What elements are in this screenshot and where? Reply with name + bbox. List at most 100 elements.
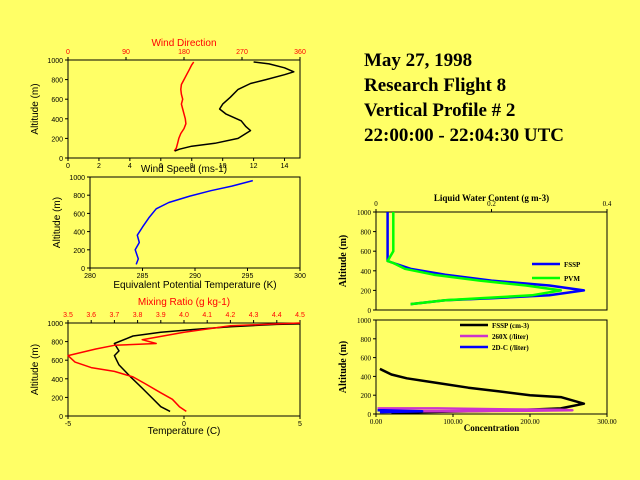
theta-ytick-label: 400 (73, 230, 85, 237)
temp_mr-xtick-label: -5 (65, 421, 71, 428)
wind-top-xtick-label: 0 (66, 49, 70, 56)
theta-ytick-label: 600 (73, 211, 85, 218)
temp_mr-top-xtick-label: 3.7 (110, 312, 120, 319)
temp_mr-top-xtick-label: 3.5 (63, 312, 73, 319)
theta-panel: 0 200 400 600 800 1000 Altitude (m) 280 285 290 29… (52, 175, 306, 291)
wind-series-wind-direction (173, 61, 195, 152)
conc-ylabel: Altitude (m) (338, 341, 349, 394)
temp_mr-top-xtick-label: 3.9 (156, 312, 166, 319)
wind-ytick-label: 0 (59, 156, 63, 163)
lwc-ytick-label: 400 (361, 268, 372, 276)
lwc-top-xtick-label: 0 (374, 200, 378, 208)
temp_mr-top-xtick-label: 3.8 (133, 312, 143, 319)
wind-top-xtick-label: 360 (294, 49, 306, 56)
wind-xlabel: Wind Speed (ms-1) (141, 164, 227, 175)
theta-xtick-label: 300 (294, 273, 306, 280)
profile-name: Vertical Profile # 2 (364, 100, 516, 121)
conc-ytick-label: 1000 (357, 317, 372, 325)
temp_mr-ytick-label: 800 (51, 340, 63, 347)
wind-series-wind-speed (174, 61, 295, 152)
theta-series-equivalent-potential-temperature (134, 179, 253, 265)
temp_mr-ytick-label: 600 (51, 358, 63, 365)
wind-xtick-label: 0 (66, 163, 70, 170)
lwc-ytick-label: 800 (361, 229, 372, 237)
lwc-top-xtick-label: 0.4 (603, 200, 612, 208)
wind-ytick-label: 200 (51, 136, 63, 143)
conc-ytick-label: 400 (361, 373, 372, 381)
temp_mr-ytick-label: 200 (51, 395, 63, 402)
wind-panel: 0 200 400 600 800 1000 Altitude (m) 0 2 4 6 8 10 12 14… (30, 38, 306, 175)
lwc-ylabel: Altitude (m) (338, 235, 349, 288)
lwc-panel: 0 200 400 600 800 1000 Altitude (m) 0 0.2 0.4 Liqu… (338, 193, 612, 315)
wind-axes-frame (67, 59, 301, 159)
wind-ytick-label: 600 (51, 97, 63, 104)
temp_mr-xtick-label: 0 (182, 421, 186, 428)
wind-title: Wind Direction (151, 38, 216, 49)
conc-xlabel: Concentration (464, 423, 520, 433)
theta-ytick-label: 800 (73, 193, 85, 200)
conc-series-fssp-cm-3- (379, 367, 586, 415)
conc-ytick-label: 0 (368, 411, 372, 419)
temp_mr-ytick-label: 1000 (47, 321, 63, 328)
theta-ytick-label: 200 (73, 248, 85, 255)
conc-xtick-label: 0.00 (370, 418, 383, 426)
conc-series-2d-c-liter- (377, 408, 424, 414)
lwc-ytick-label: 200 (361, 287, 372, 295)
theta-ytick-label: 1000 (69, 175, 85, 182)
temp_mr-top-xtick-label: 4.1 (202, 312, 212, 319)
lwc-ytick-label: 1000 (357, 209, 372, 217)
temp_mr-top-xtick-label: 4.2 (226, 312, 236, 319)
time-range: 22:00:00 - 22:04:30 UTC (364, 125, 565, 146)
theta-ylabel: Altitude (m) (52, 197, 63, 248)
temp_mr-top-xtick-label: 4.5 (295, 312, 305, 319)
conc-axes-frame (375, 319, 608, 415)
conc-ytick-label: 200 (361, 392, 372, 400)
conc-xtick-label: 200.00 (520, 418, 540, 426)
wind-top-xtick-label: 180 (178, 49, 190, 56)
conc-ytick-label: 800 (361, 336, 372, 344)
theta-xtick-label: 295 (242, 273, 254, 280)
wind-xtick-label: 2 (97, 163, 101, 170)
theta-xtick-label: 280 (84, 273, 96, 280)
conc-xtick-label: 300.00 (597, 418, 617, 426)
temp_mr-title: Mixing Ratio (g kg-1) (138, 297, 230, 308)
wind-xtick-label: 10 (219, 163, 227, 170)
lwc-title: Liquid Water Content (g m-3) (434, 193, 549, 203)
theta-xtick-label: 290 (189, 273, 201, 280)
conc-legend-label: 260X (/liter) (492, 333, 529, 341)
temp_mr-series-temperature (113, 323, 301, 413)
conc-panel: 0 200 400 600 800 1000 Altitude (m) 0.00 100.00 2… (338, 317, 617, 433)
wind-top-xtick-label: 270 (236, 49, 248, 56)
theta-ytick-label: 0 (81, 266, 85, 273)
lwc-top-xtick-label: 0.2 (487, 200, 496, 208)
wind-xtick-label: 12 (250, 163, 258, 170)
temp_mr-ylabel: Altitude (m) (30, 344, 41, 395)
theta-xlabel: Equivalent Potential Temperature (K) (113, 280, 276, 291)
wind-xtick-label: 4 (128, 163, 132, 170)
flight-name: Research Flight 8 (364, 75, 507, 96)
lwc-ytick-label: 600 (361, 248, 372, 256)
wind-ytick-label: 1000 (47, 58, 63, 65)
lwc-legend-label: PVM (564, 275, 580, 283)
temp_mr-xlabel: Temperature (C) (148, 426, 221, 437)
conc-legend-label: 2D-C (/liter) (492, 344, 529, 352)
wind-xtick-label: 8 (190, 163, 194, 170)
wind-top-xtick-label: 90 (122, 49, 130, 56)
lwc-legend-label: FSSP (564, 261, 581, 269)
wind-xtick-label: 14 (281, 163, 289, 170)
theta-xtick-label: 285 (137, 273, 149, 280)
conc-ytick-label: 600 (361, 355, 372, 363)
flight-date: May 27, 1998 (364, 50, 473, 71)
conc-xtick-label: 100.00 (443, 418, 463, 426)
temp_mr-xtick-label: 5 (298, 421, 302, 428)
flight-title-block: May 27, 1998 Research Flight 8 Vertical … (364, 48, 564, 148)
conc-legend-label: FSSP (cm-3) (492, 322, 530, 330)
temp_mr-top-xtick-label: 3.6 (86, 312, 96, 319)
theta-axes-frame (89, 176, 301, 269)
wind-xtick-label: 6 (159, 163, 163, 170)
temp_mr-top-xtick-label: 4.0 (179, 312, 189, 319)
temp_mr-ytick-label: 0 (59, 414, 63, 421)
lwc-ytick-label: 0 (368, 307, 372, 315)
